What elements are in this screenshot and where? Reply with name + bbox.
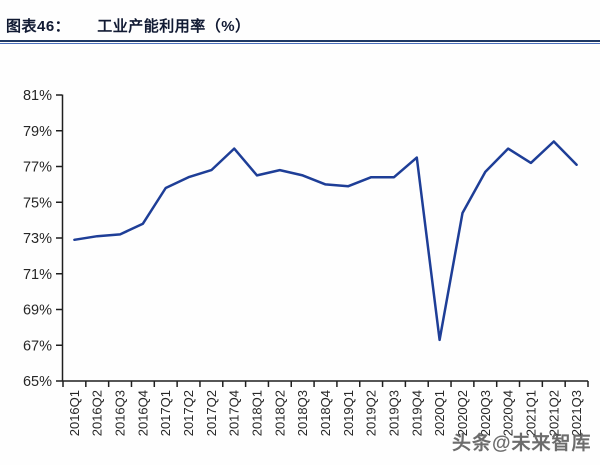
capacity-utilization-series-line <box>73 140 578 342</box>
y-axis-tick-label: 75% <box>23 195 52 211</box>
y-axis-tick-label: 69% <box>23 303 52 319</box>
x-axis-tick-label: 2017Q2 <box>181 390 196 436</box>
y-axis-tick-label: 67% <box>23 338 52 354</box>
x-axis-tick-label: 2019Q3 <box>386 390 401 436</box>
x-axis-tick-label: 2021Q1 <box>523 390 538 436</box>
x-axis-tick-label: 2018Q4 <box>318 390 333 436</box>
figure-header: 图表46： 工业产能利用率（%） <box>0 15 600 44</box>
figure-number-label: 图表46： <box>6 18 71 35</box>
x-axis-tick-label: 2017Q1 <box>158 390 173 436</box>
y-axis-tick-label: 81% <box>23 88 52 104</box>
header-rule-light <box>0 43 600 44</box>
x-axis-tick-label: 2018Q1 <box>250 390 265 436</box>
y-axis-tick-label: 71% <box>23 267 52 283</box>
header-rule-dark <box>0 40 600 42</box>
x-axis-tick-label: 2016Q4 <box>135 390 150 436</box>
x-axis-tick-label: 2016Q2 <box>90 390 105 436</box>
watermark-text: 头条@未来智库 <box>452 433 592 454</box>
x-axis-tick-label: 2019Q1 <box>341 390 356 436</box>
x-axis-tick-label: 2019Q2 <box>364 390 379 436</box>
x-axis-tick-label: 2021Q2 <box>546 390 561 436</box>
figure-title: 工业产能利用率（%） <box>97 18 251 35</box>
x-axis-tick-label: 2018Q2 <box>272 390 287 436</box>
x-axis-tick-label: 2019Q4 <box>409 390 424 436</box>
y-axis-tick-label: 79% <box>23 124 52 140</box>
x-axis-tick-label: 2016Q1 <box>67 390 82 436</box>
x-axis-tick-label: 2020Q2 <box>455 390 470 436</box>
x-axis-tick-label: 2020Q3 <box>478 390 493 436</box>
x-axis-tick-label: 2017Q2 <box>204 390 219 436</box>
y-axis-tick-label: 65% <box>23 374 52 390</box>
x-axis-tick-label: 2016Q3 <box>113 390 128 436</box>
x-axis-tick-label: 2020Q1 <box>432 390 447 436</box>
x-axis-tick-label: 2021Q3 <box>569 390 584 436</box>
y-axis-tick-label: 77% <box>23 160 52 176</box>
x-axis-tick-label: 2018Q3 <box>295 390 310 436</box>
x-axis-tick-label: 2020Q4 <box>501 390 516 436</box>
x-axis-tick-label: 2017Q4 <box>227 390 242 436</box>
y-axis-tick-label: 73% <box>23 231 52 247</box>
